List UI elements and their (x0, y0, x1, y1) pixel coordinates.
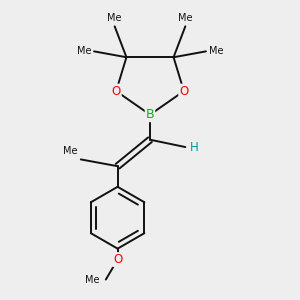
Text: Me: Me (107, 14, 122, 23)
Text: H: H (190, 141, 199, 154)
Text: O: O (113, 253, 122, 266)
Text: O: O (179, 85, 188, 98)
Text: B: B (146, 108, 154, 121)
Text: O: O (112, 85, 121, 98)
Text: Me: Me (178, 14, 193, 23)
Text: Me: Me (209, 46, 224, 56)
Text: Me: Me (63, 146, 78, 157)
Text: Me: Me (85, 274, 100, 285)
Text: Me: Me (76, 46, 91, 56)
